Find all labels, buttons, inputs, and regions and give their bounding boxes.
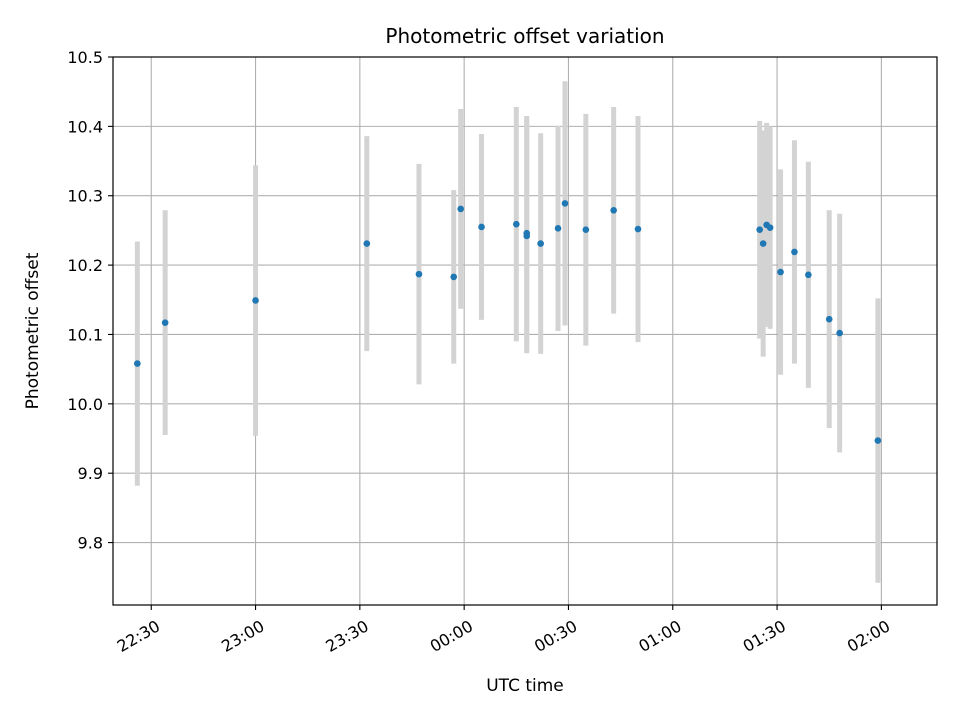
y-tick-label: 10.3 (67, 187, 103, 206)
y-tick-label: 10.2 (67, 256, 103, 275)
data-point (513, 220, 520, 228)
data-point (634, 225, 642, 233)
data-point (756, 226, 763, 234)
data-point (537, 240, 544, 247)
data-point (759, 240, 767, 247)
data-points (134, 200, 882, 444)
data-point (582, 226, 590, 234)
data-point (825, 315, 833, 323)
y-tick-label: 10.4 (67, 117, 103, 136)
data-point (415, 270, 423, 278)
data-point (363, 240, 371, 247)
data-point (777, 268, 784, 276)
y-tick-label: 10.1 (67, 325, 103, 344)
data-point (766, 224, 774, 231)
data-point (836, 329, 843, 337)
data-point (252, 297, 259, 304)
data-point (791, 248, 798, 256)
data-point (478, 223, 485, 231)
plot-area-frame (112, 56, 938, 606)
y-tick-label: 10.5 (67, 48, 103, 67)
x-axis-title: UTC time (486, 676, 564, 696)
y-tick-label: 9.8 (78, 534, 103, 553)
data-point (161, 319, 169, 326)
data-point (561, 200, 569, 207)
data-point (523, 229, 531, 237)
data-point (134, 360, 141, 367)
y-axis-title: Photometric offset (23, 252, 43, 409)
data-point (450, 273, 458, 281)
data-point (610, 207, 617, 214)
data-point (554, 225, 562, 232)
y-tick-label: 9.9 (78, 464, 103, 483)
y-tick-label: 10.0 (67, 395, 103, 414)
data-point (457, 205, 464, 213)
data-point (805, 271, 812, 279)
chart-title: Photometric offset variation (385, 24, 664, 48)
data-point (874, 437, 882, 444)
